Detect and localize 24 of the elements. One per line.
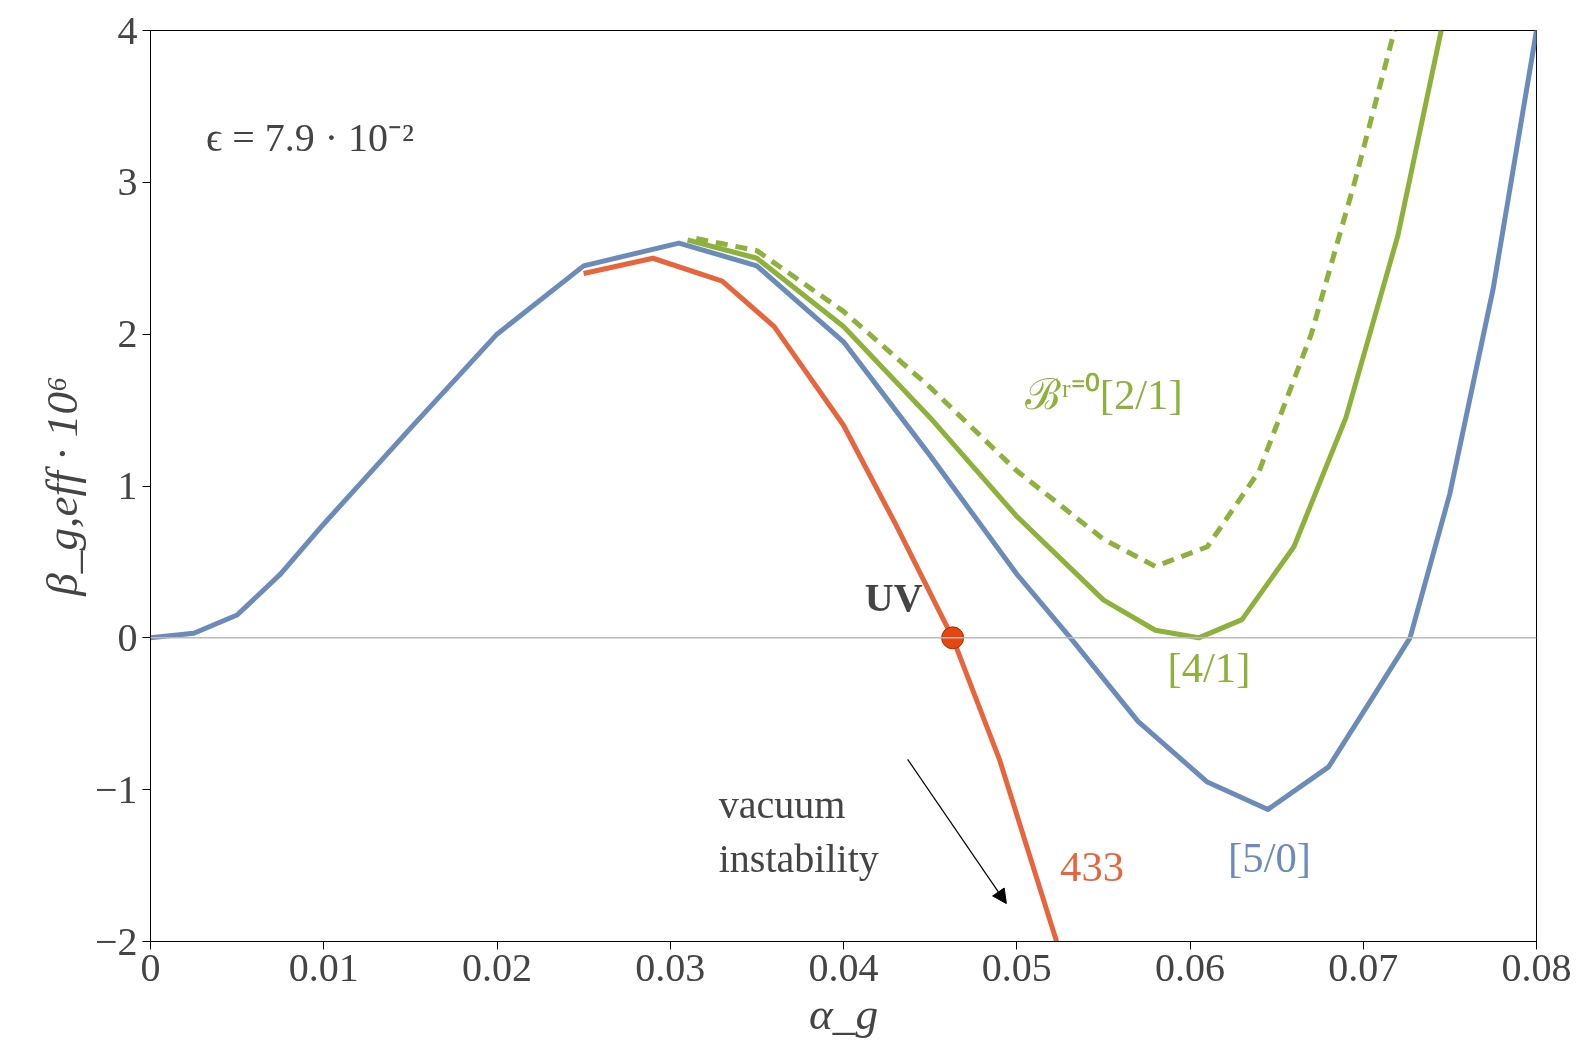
- x-tick-label: 0.03: [635, 944, 706, 990]
- y-tick-label: −2: [94, 918, 138, 964]
- annotation: ϵ = 7.9 · 10⁻²: [205, 114, 415, 160]
- y-tick-label: 4: [117, 7, 138, 53]
- series-label: ℬʳ⁼⁰[2/1]: [1025, 370, 1183, 418]
- annotation: vacuum instability: [718, 781, 879, 881]
- y-tick-label: 1: [117, 463, 138, 508]
- y-axis-title: β_g,eff · 10⁶: [36, 376, 87, 597]
- series-label: 433: [1060, 842, 1125, 890]
- series-label: [4/1]: [1167, 643, 1251, 691]
- annotation: UV: [864, 574, 923, 620]
- x-tick-label: 0.08: [1501, 944, 1572, 990]
- x-tick-label: 0.07: [1328, 944, 1399, 990]
- x-tick-label: 0.04: [808, 944, 879, 990]
- y-tick-label: 2: [117, 311, 138, 357]
- x-tick-label: 0.05: [981, 944, 1052, 990]
- x-tick-label: 0.02: [462, 944, 532, 990]
- series-label: [5/0]: [1228, 833, 1312, 881]
- x-tick-label: 0.06: [1155, 944, 1225, 990]
- x-axis-title: α_g: [808, 988, 879, 1039]
- y-tick-label: 3: [117, 159, 138, 205]
- y-tick-label: 0: [117, 614, 138, 660]
- x-tick-label: 0.01: [288, 944, 359, 990]
- y-tick-label: −1: [94, 766, 138, 812]
